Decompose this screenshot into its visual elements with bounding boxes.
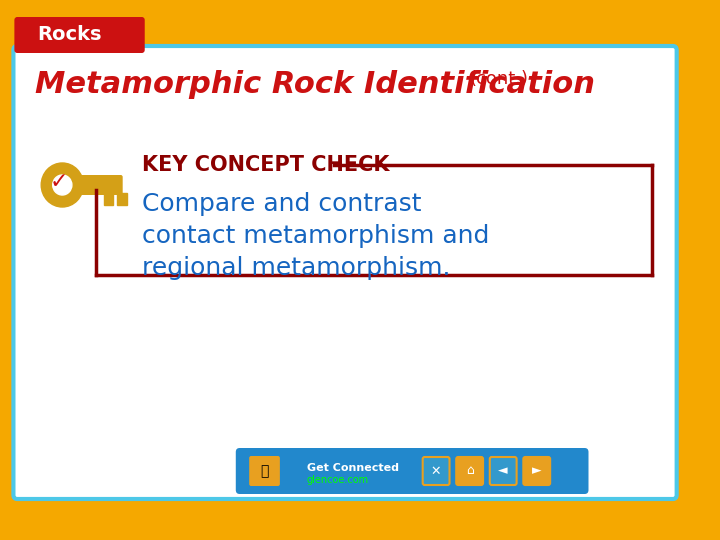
FancyBboxPatch shape bbox=[61, 175, 122, 195]
Text: Metamorphic Rock Identification: Metamorphic Rock Identification bbox=[35, 70, 595, 99]
Bar bbox=[104, 193, 113, 205]
Text: Get Connected: Get Connected bbox=[307, 463, 399, 473]
FancyBboxPatch shape bbox=[523, 457, 550, 485]
Text: glencoe.com: glencoe.com bbox=[307, 475, 369, 485]
Text: Lesson 4: Lesson 4 bbox=[588, 20, 671, 38]
FancyBboxPatch shape bbox=[423, 457, 449, 485]
Text: ✓: ✓ bbox=[50, 172, 68, 192]
Text: 📱: 📱 bbox=[261, 464, 269, 478]
Text: (cont.): (cont.) bbox=[469, 70, 528, 88]
Text: ◄: ◄ bbox=[498, 464, 508, 477]
FancyBboxPatch shape bbox=[14, 17, 145, 53]
FancyBboxPatch shape bbox=[14, 46, 677, 499]
Text: contact metamorphism and: contact metamorphism and bbox=[142, 224, 489, 248]
Text: KEY CONCEPT CHECK: KEY CONCEPT CHECK bbox=[142, 155, 390, 175]
Text: Rocks: Rocks bbox=[37, 25, 102, 44]
FancyBboxPatch shape bbox=[249, 456, 280, 486]
FancyBboxPatch shape bbox=[456, 457, 483, 485]
Text: regional metamorphism.: regional metamorphism. bbox=[142, 256, 450, 280]
Text: ►: ► bbox=[532, 464, 541, 477]
Circle shape bbox=[53, 175, 72, 195]
Text: ⌂: ⌂ bbox=[466, 464, 474, 477]
FancyBboxPatch shape bbox=[235, 448, 588, 494]
Text: ✕: ✕ bbox=[431, 464, 441, 477]
Bar bbox=[58, 181, 66, 189]
Circle shape bbox=[41, 163, 84, 207]
Text: Compare and contrast: Compare and contrast bbox=[142, 192, 421, 216]
Bar bbox=[117, 193, 127, 205]
FancyBboxPatch shape bbox=[490, 457, 517, 485]
